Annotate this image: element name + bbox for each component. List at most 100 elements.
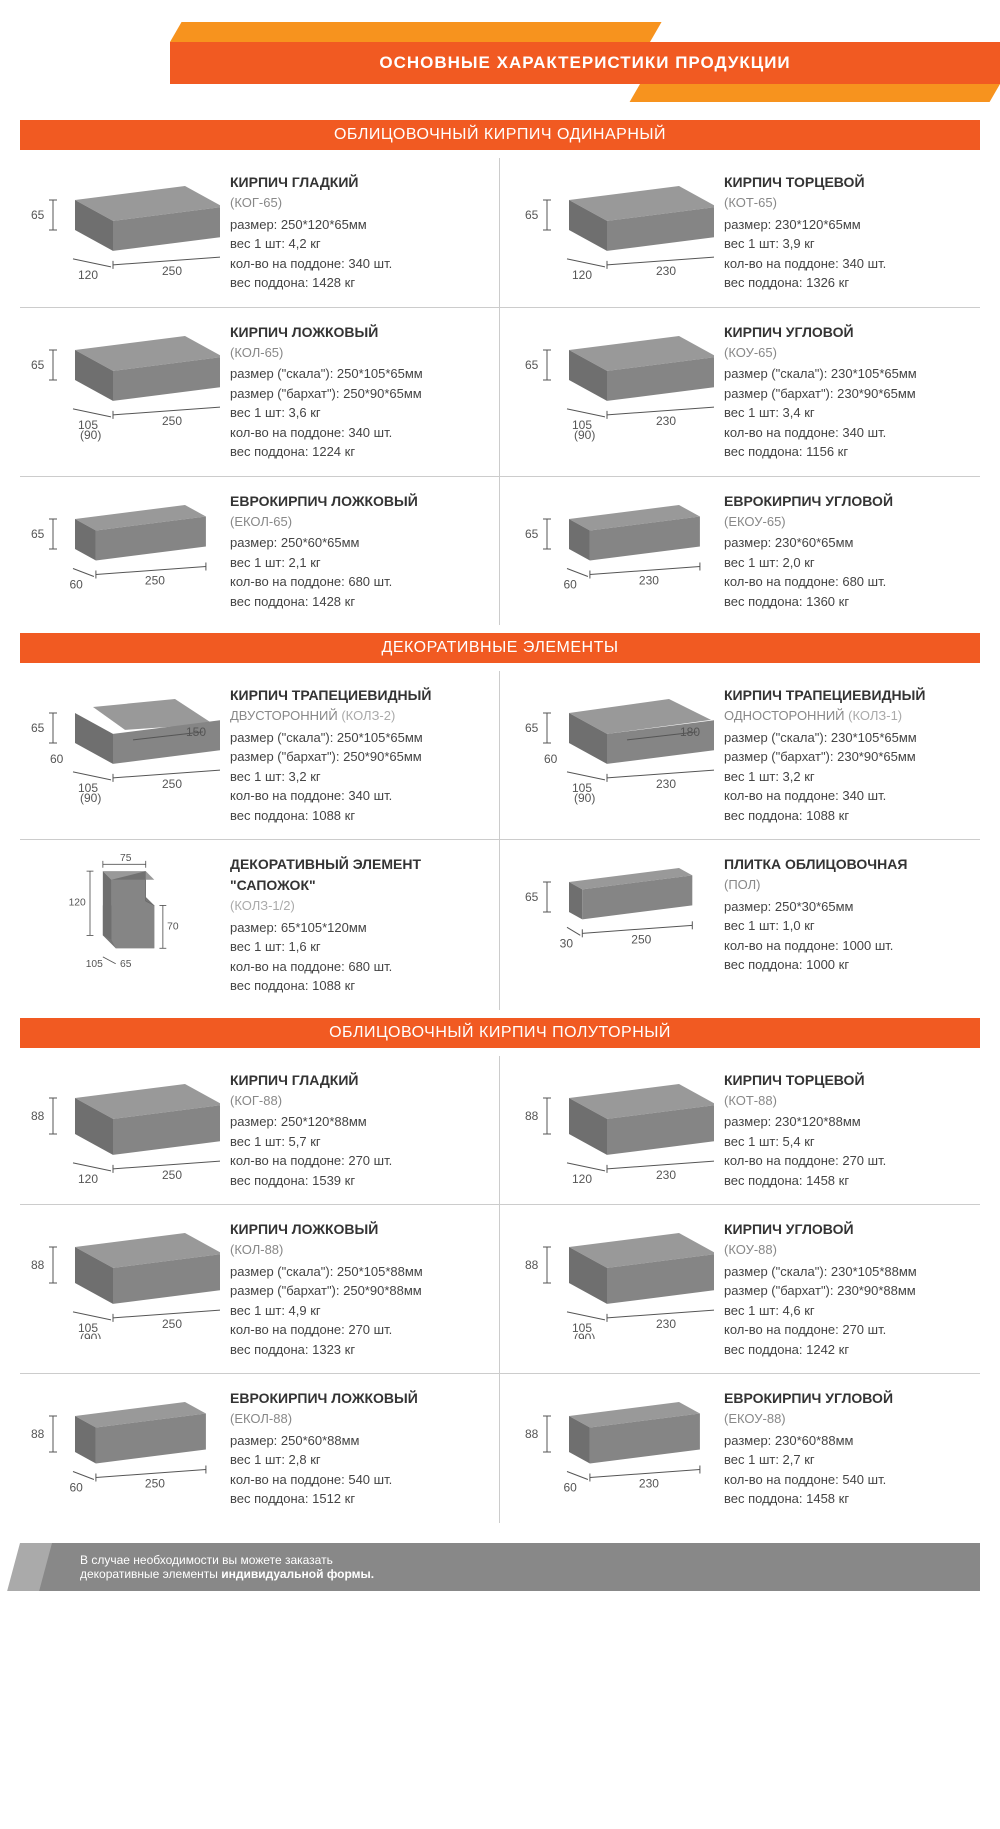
svg-text:(90): (90)	[80, 1331, 101, 1339]
brick-diagram: 65 250 105 (90)	[20, 322, 220, 442]
brick-diagram: 88 250 120	[20, 1070, 220, 1190]
product-code: (ЕКОЛ-88)	[230, 1409, 485, 1429]
brick-diagram: 65 230 120	[514, 172, 714, 292]
product-name: КИРПИЧ ГЛАДКИЙ	[230, 1070, 485, 1091]
spec-line: вес 1 шт: 2,0 кг	[724, 553, 972, 573]
header-accent-top	[170, 22, 662, 42]
product-card: 88 250 60 ЕВРОКИРПИЧ ЛОЖКОВЫЙ(ЕКОЛ-88)ра…	[20, 1374, 500, 1523]
svg-text:65: 65	[31, 721, 45, 735]
product-subtitle: ОДНОСТОРОННИЙ (КОЛЗ-1)	[724, 706, 972, 726]
header-accent-bottom	[630, 84, 1000, 102]
spec-line: размер: 230*60*88мм	[724, 1431, 972, 1451]
brick-diagram: 65 230 105 (90)18060	[514, 685, 714, 805]
product-name: КИРПИЧ УГЛОВОЙ	[724, 1219, 972, 1240]
product-name: КИРПИЧ ТОРЦЕВОЙ	[724, 1070, 972, 1091]
spec-line: кол-во на поддоне: 340 шт.	[230, 786, 485, 806]
brick-diagram: 65 250 120	[20, 172, 220, 292]
spec-line: размер: 250*60*65мм	[230, 533, 485, 553]
product-card: 65 230 120 КИРПИЧ ТОРЦЕВОЙ(КОТ-65)размер…	[500, 158, 980, 308]
spec-line: вес 1 шт: 3,2 кг	[724, 767, 972, 787]
spec-line: вес поддона: 1458 кг	[724, 1489, 972, 1509]
spec-line: кол-во на поддоне: 680 шт.	[230, 957, 485, 977]
product-code: (ЕКОУ-88)	[724, 1409, 972, 1429]
product-info: ЕВРОКИРПИЧ ЛОЖКОВЫЙ(ЕКОЛ-65)размер: 250*…	[230, 491, 485, 612]
product-card: 65 230 60 ЕВРОКИРПИЧ УГЛОВОЙ(ЕКОУ-65)раз…	[500, 477, 980, 626]
svg-text:30: 30	[560, 936, 574, 950]
page-title: ОСНОВНЫЕ ХАРАКТЕРИСТИКИ ПРОДУКЦИИ	[170, 42, 1000, 84]
spec-line: вес 1 шт: 4,6 кг	[724, 1301, 972, 1321]
product-name: ЕВРОКИРПИЧ УГЛОВОЙ	[724, 491, 972, 512]
product-info: ДЕКОРАТИВНЫЙ ЭЛЕМЕНТ "САПОЖОК"(КОЛЗ-1/2)…	[230, 854, 485, 996]
svg-text:60: 60	[544, 752, 558, 766]
product-grid: 65 250 105 (90)15060 КИРПИЧ ТРАПЕЦИЕВИДН…	[0, 671, 1000, 1010]
svg-text:120: 120	[69, 897, 86, 908]
spec-line: кол-во на поддоне: 270 шт.	[724, 1320, 972, 1340]
svg-text:65: 65	[31, 527, 45, 541]
spec-line: размер: 250*120*65мм	[230, 215, 485, 235]
spec-line: кол-во на поддоне: 340 шт.	[724, 254, 972, 274]
product-info: ЕВРОКИРПИЧ ЛОЖКОВЫЙ(ЕКОЛ-88)размер: 250*…	[230, 1388, 485, 1509]
product-code: (ПОЛ)	[724, 875, 972, 895]
svg-text:230: 230	[639, 1476, 659, 1490]
product-code: (КОТ-65)	[724, 193, 972, 213]
product-info: КИРПИЧ ТОРЦЕВОЙ(КОТ-88)размер: 230*120*8…	[724, 1070, 972, 1191]
product-code: (КОУ-65)	[724, 343, 972, 363]
spec-line: кол-во на поддоне: 270 шт.	[724, 1151, 972, 1171]
product-card: 65 250 105 (90) КИРПИЧ ЛОЖКОВЫЙ(КОЛ-65)р…	[20, 308, 500, 477]
spec-line: размер ("скала"): 250*105*65мм	[230, 364, 485, 384]
product-card: 65 250 60 ЕВРОКИРПИЧ ЛОЖКОВЫЙ(ЕКОЛ-65)ра…	[20, 477, 500, 626]
spec-line: вес 1 шт: 4,9 кг	[230, 1301, 485, 1321]
svg-text:105: 105	[86, 959, 103, 970]
svg-text:75: 75	[120, 854, 132, 864]
svg-text:230: 230	[656, 264, 676, 278]
product-name: ЕВРОКИРПИЧ ЛОЖКОВЫЙ	[230, 491, 485, 512]
svg-text:70: 70	[167, 921, 179, 932]
section-header: ОБЛИЦОВОЧНЫЙ КИРПИЧ ПОЛУТОРНЫЙ	[20, 1018, 980, 1048]
section-header: ДЕКОРАТИВНЫЕ ЭЛЕМЕНТЫ	[20, 633, 980, 663]
svg-text:65: 65	[525, 890, 539, 904]
svg-text:65: 65	[31, 208, 45, 222]
svg-text:230: 230	[656, 777, 676, 791]
product-card: 88 230 60 ЕВРОКИРПИЧ УГЛОВОЙ(ЕКОУ-88)раз…	[500, 1374, 980, 1523]
product-info: КИРПИЧ ТРАПЕЦИЕВИДНЫЙОДНОСТОРОННИЙ (КОЛЗ…	[724, 685, 972, 825]
product-card: 88 250 105 (90) КИРПИЧ ЛОЖКОВЫЙ(КОЛ-88)р…	[20, 1205, 500, 1374]
svg-text:(90): (90)	[80, 791, 101, 805]
spec-line: кол-во на поддоне: 680 шт.	[230, 572, 485, 592]
spec-line: кол-во на поддоне: 340 шт.	[724, 786, 972, 806]
spec-line: вес поддона: 1224 кг	[230, 442, 485, 462]
svg-text:250: 250	[162, 413, 182, 427]
brick-diagram: 65 250 105 (90)15060	[20, 685, 220, 805]
svg-text:88: 88	[31, 1427, 45, 1441]
product-card: 88 230 120 КИРПИЧ ТОРЦЕВОЙ(КОТ-88)размер…	[500, 1056, 980, 1206]
spec-line: кол-во на поддоне: 540 шт.	[230, 1470, 485, 1490]
svg-text:65: 65	[31, 358, 45, 372]
spec-line: кол-во на поддоне: 270 шт.	[230, 1320, 485, 1340]
product-code: (КОУ-88)	[724, 1240, 972, 1260]
spec-line: вес 1 шт: 5,7 кг	[230, 1132, 485, 1152]
svg-text:230: 230	[656, 413, 676, 427]
svg-text:120: 120	[572, 268, 592, 282]
svg-text:250: 250	[162, 777, 182, 791]
spec-line: вес поддона: 1326 кг	[724, 273, 972, 293]
product-code: (ЕКОУ-65)	[724, 512, 972, 532]
spec-line: вес поддона: 1428 кг	[230, 592, 485, 612]
svg-text:60: 60	[69, 1480, 83, 1494]
spec-line: размер: 250*120*88мм	[230, 1112, 485, 1132]
product-info: ЕВРОКИРПИЧ УГЛОВОЙ(ЕКОУ-88)размер: 230*6…	[724, 1388, 972, 1509]
product-card: 65 250 105 (90)15060 КИРПИЧ ТРАПЕЦИЕВИДН…	[20, 671, 500, 840]
spec-line: вес поддона: 1088 кг	[724, 806, 972, 826]
spec-line: размер: 250*30*65мм	[724, 897, 972, 917]
spec-line: вес поддона: 1360 кг	[724, 592, 972, 612]
product-info: КИРПИЧ ГЛАДКИЙ(КОГ-65)размер: 250*120*65…	[230, 172, 485, 293]
svg-text:120: 120	[572, 1171, 592, 1185]
svg-text:230: 230	[656, 1317, 676, 1331]
product-info: КИРПИЧ ЛОЖКОВЫЙ(КОЛ-65)размер ("скала"):…	[230, 322, 485, 462]
svg-text:250: 250	[145, 1476, 165, 1490]
product-card: 88 250 120 КИРПИЧ ГЛАДКИЙ(КОГ-88)размер:…	[20, 1056, 500, 1206]
spec-line: вес поддона: 1323 кг	[230, 1340, 485, 1360]
svg-text:65: 65	[120, 959, 132, 970]
product-name: КИРПИЧ ЛОЖКОВЫЙ	[230, 1219, 485, 1240]
spec-line: кол-во на поддоне: 340 шт.	[230, 423, 485, 443]
product-grid: 88 250 120 КИРПИЧ ГЛАДКИЙ(КОГ-88)размер:…	[0, 1056, 1000, 1523]
spec-line: размер: 230*120*88мм	[724, 1112, 972, 1132]
